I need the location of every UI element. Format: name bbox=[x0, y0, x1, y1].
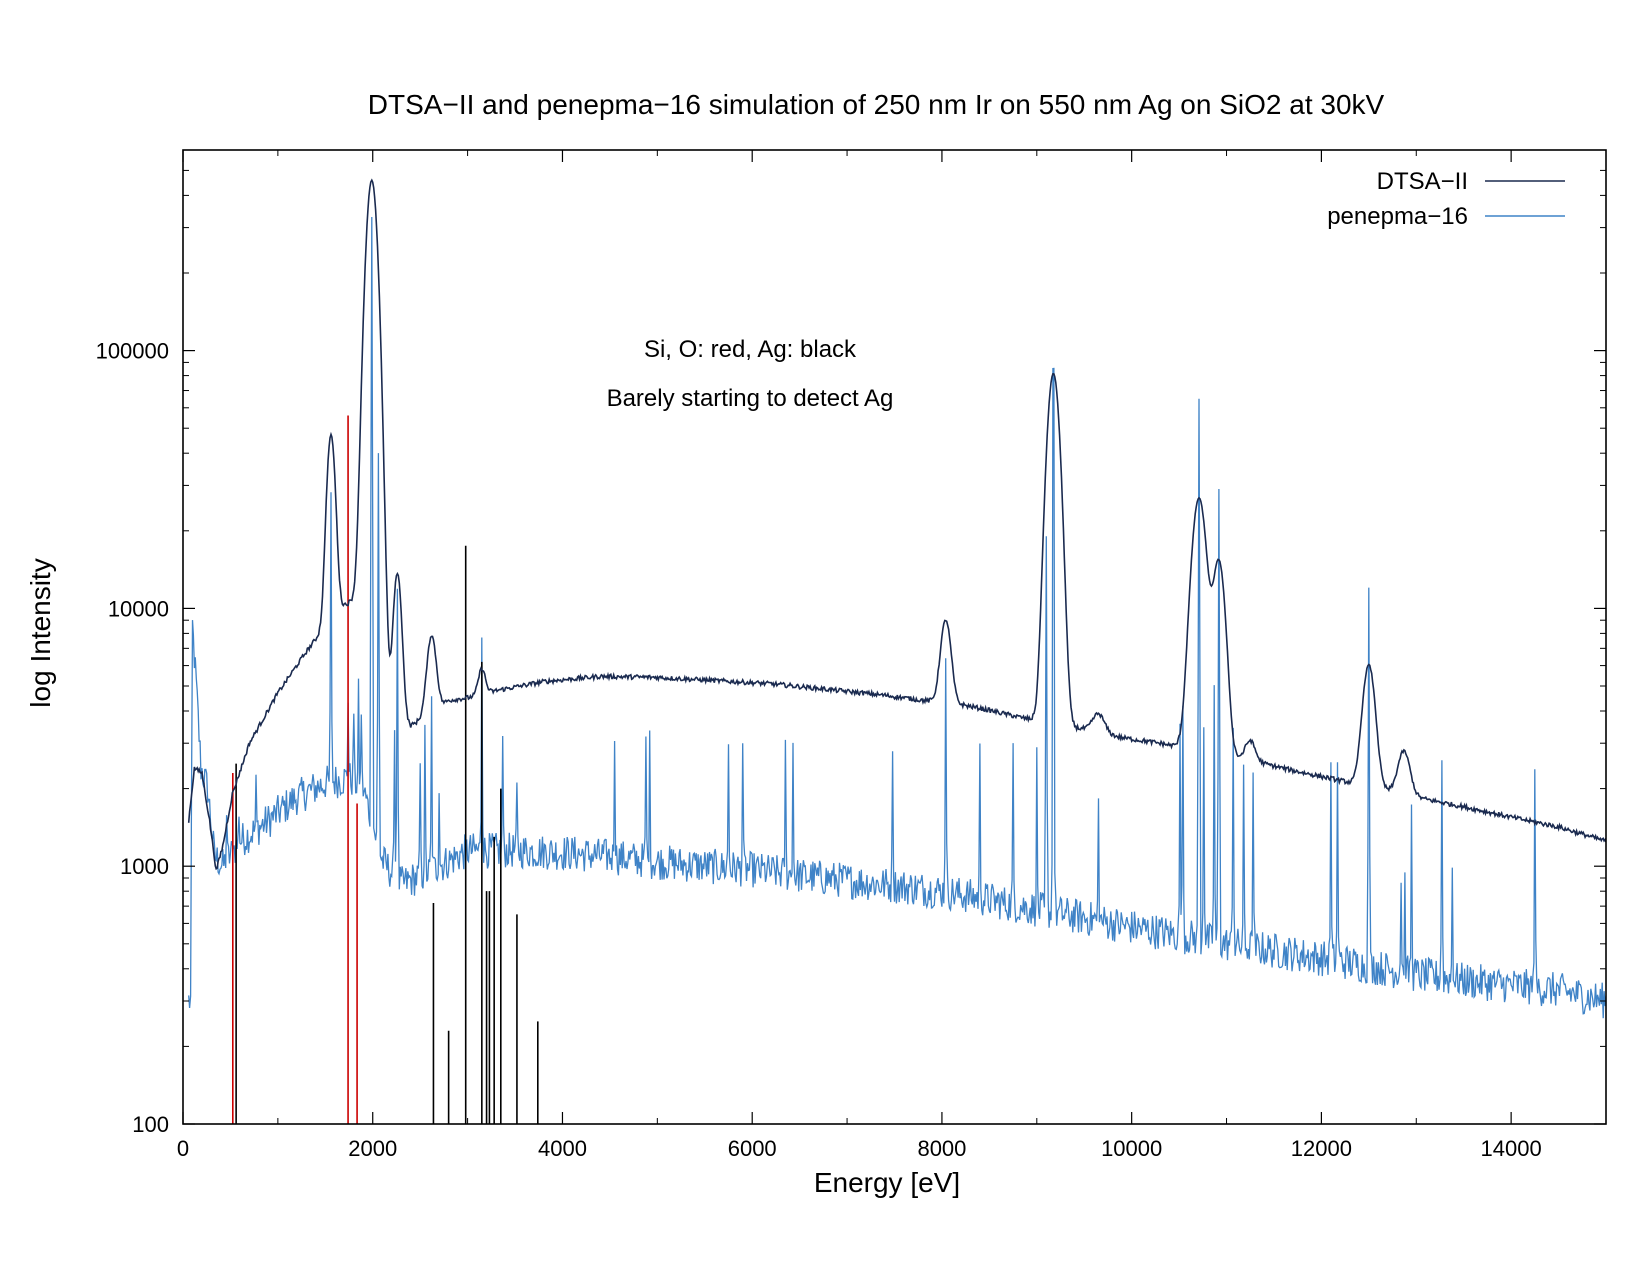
legend-label-penepma: penepma−16 bbox=[1327, 203, 1468, 230]
plot-clip-group bbox=[187, 178, 1606, 1124]
series-penepma-line bbox=[188, 216, 1606, 1019]
y-tick-label: 10000 bbox=[108, 596, 169, 621]
y-axis-label: log Intensity bbox=[25, 558, 56, 707]
x-tick-label: 12000 bbox=[1291, 1136, 1352, 1161]
y-tick-label: 1000 bbox=[120, 854, 169, 879]
annotation-elements: Si, O: red, Ag: black bbox=[644, 336, 857, 363]
x-tick-label: 6000 bbox=[728, 1136, 777, 1161]
x-tick-label: 4000 bbox=[538, 1136, 587, 1161]
plot-area bbox=[187, 178, 1606, 1124]
x-tick-label: 14000 bbox=[1481, 1136, 1542, 1161]
x-tick-label: 8000 bbox=[917, 1136, 966, 1161]
y-tick-label: 100000 bbox=[96, 339, 169, 364]
y-tick-label: 100 bbox=[132, 1112, 169, 1137]
chart-title: DTSA−II and penepma−16 simulation of 250… bbox=[368, 89, 1385, 120]
x-tick-label: 10000 bbox=[1101, 1136, 1162, 1161]
legend: DTSA−II penepma−16 bbox=[1327, 168, 1565, 230]
x-tick-label: 0 bbox=[177, 1136, 189, 1161]
x-axis-label: Energy [eV] bbox=[814, 1167, 960, 1198]
axes: 0 2000 4000 6000 8000 10000 12000 14000 100 1000 1… bbox=[96, 149, 1607, 1161]
x-tick-label: 2000 bbox=[348, 1136, 397, 1161]
series-dtsa-line bbox=[187, 178, 1606, 871]
annotation-detection: Barely starting to detect Ag bbox=[607, 385, 894, 412]
plot-frame bbox=[182, 149, 1607, 1125]
legend-label-dtsa: DTSA−II bbox=[1377, 168, 1468, 195]
